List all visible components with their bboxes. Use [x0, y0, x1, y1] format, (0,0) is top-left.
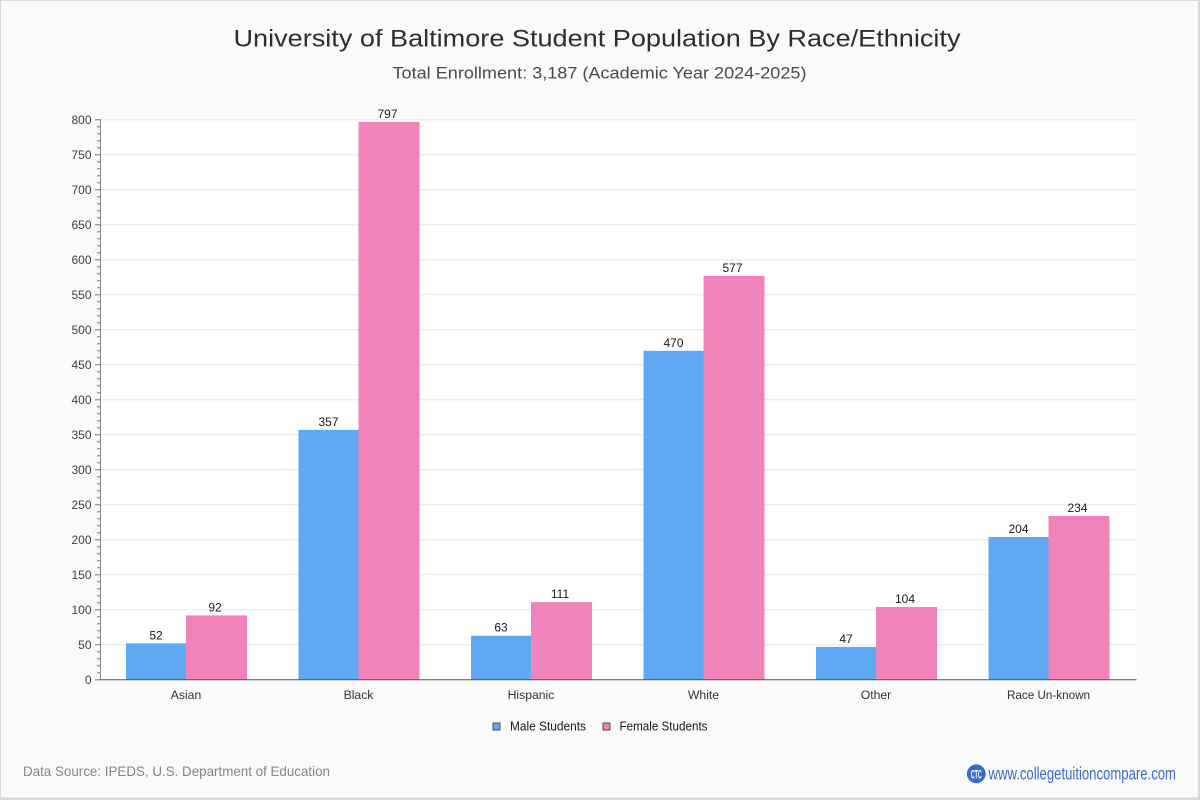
- svg-text:797: 797: [377, 107, 397, 121]
- svg-text:www.collegetuitioncompare.com: www.collegetuitioncompare.com: [988, 764, 1176, 784]
- svg-text:111: 111: [551, 587, 570, 601]
- svg-text:Hispanic: Hispanic: [508, 688, 555, 702]
- svg-text:204: 204: [1008, 522, 1028, 536]
- svg-text:63: 63: [494, 621, 508, 635]
- svg-text:Race Un-known: Race Un-known: [1007, 688, 1090, 702]
- svg-text:700: 700: [71, 183, 91, 197]
- svg-text:Data Source: IPEDS, U.S. Depar: Data Source: IPEDS, U.S. Department of E…: [23, 763, 330, 779]
- svg-text:92: 92: [208, 600, 222, 614]
- svg-text:357: 357: [318, 415, 338, 429]
- svg-text:350: 350: [71, 428, 91, 442]
- svg-text:400: 400: [71, 393, 91, 407]
- svg-text:CTC: CTC: [971, 767, 982, 781]
- svg-text:100: 100: [71, 603, 91, 617]
- svg-text:University of Baltimore Studen: University of Baltimore Student Populati…: [234, 26, 961, 53]
- svg-text:650: 650: [71, 218, 91, 232]
- svg-text:600: 600: [71, 253, 91, 267]
- svg-text:Male Students: Male Students: [510, 720, 586, 734]
- svg-text:0: 0: [85, 673, 92, 687]
- svg-text:200: 200: [71, 533, 91, 547]
- svg-text:250: 250: [71, 498, 91, 512]
- svg-text:577: 577: [722, 261, 742, 275]
- svg-text:Other: Other: [861, 688, 891, 702]
- svg-text:Asian: Asian: [171, 688, 202, 702]
- svg-text:750: 750: [71, 148, 91, 162]
- svg-text:234: 234: [1067, 501, 1087, 515]
- svg-text:470: 470: [663, 336, 683, 350]
- svg-text:Female Students: Female Students: [620, 720, 708, 734]
- svg-text:800: 800: [71, 113, 91, 127]
- svg-text:104: 104: [895, 592, 915, 606]
- svg-text:52: 52: [149, 628, 163, 642]
- svg-text:50: 50: [78, 638, 92, 652]
- svg-text:White: White: [688, 688, 719, 702]
- svg-text:300: 300: [71, 463, 91, 477]
- svg-text:550: 550: [71, 288, 91, 302]
- svg-text:47: 47: [839, 632, 853, 646]
- svg-text:Total Enrollment: 3,187 (Acade: Total Enrollment: 3,187 (Academic Year 2…: [393, 64, 807, 83]
- svg-text:Black: Black: [344, 688, 375, 702]
- svg-text:150: 150: [71, 568, 91, 582]
- svg-text:450: 450: [71, 358, 91, 372]
- svg-text:500: 500: [71, 323, 91, 337]
